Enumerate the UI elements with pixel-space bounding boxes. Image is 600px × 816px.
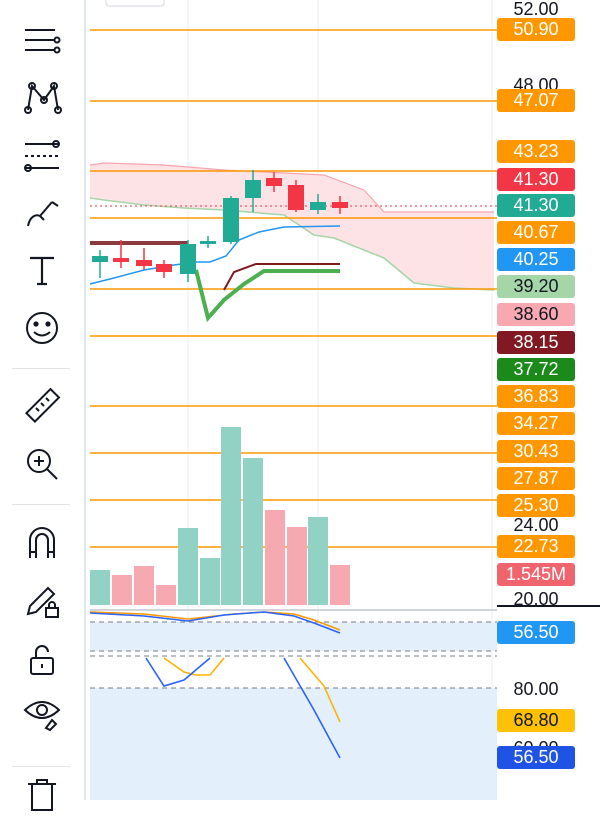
toolbar-divider	[12, 766, 70, 767]
lagging-span-line	[194, 269, 340, 323]
price-badge[interactable]: 40.67	[497, 221, 575, 244]
rsi-line-upper	[89, 611, 341, 634]
drawing-toolbar	[0, 0, 84, 811]
price-badge[interactable]: 34.27	[497, 412, 575, 435]
pattern-tool-icon[interactable]	[17, 76, 67, 120]
price-badge[interactable]: 56.50	[497, 621, 575, 644]
volume-bar	[178, 528, 198, 605]
brush-tool-icon[interactable]	[17, 190, 67, 234]
moving-average-line	[89, 225, 341, 285]
stoch-band	[90, 688, 497, 800]
eye-tool-icon[interactable]	[17, 690, 67, 734]
price-badge[interactable]: 37.72	[497, 358, 575, 381]
top-control[interactable]	[105, 0, 165, 7]
volume-bars	[90, 427, 350, 605]
stoch-k-line	[283, 657, 341, 759]
toolbar-divider	[12, 368, 70, 369]
volume-bar	[134, 566, 154, 605]
price-axis-label: 20.00	[513, 589, 559, 609]
candle-body[interactable]	[180, 244, 196, 274]
indicator-line-maroon	[223, 263, 340, 291]
zoom-in-tool-icon[interactable]	[17, 442, 67, 486]
price-axis-label: 60.00	[513, 738, 559, 749]
magnet-tool-icon[interactable]	[17, 520, 67, 564]
trash-tool-icon[interactable]	[17, 772, 67, 816]
price-badge[interactable]: 22.73	[497, 535, 575, 558]
volume-bar	[90, 570, 110, 605]
chart-canvas[interactable]	[84, 0, 600, 800]
price-axis-label: 52.00	[513, 0, 559, 19]
price-badge[interactable]: 47.07	[497, 89, 575, 112]
price-badge[interactable]: 27.87	[497, 467, 575, 490]
price-badge[interactable]: 39.20	[497, 275, 575, 298]
volume-bar	[265, 510, 285, 605]
rsi-band-upper	[90, 622, 497, 651]
stoch-d-line	[299, 657, 341, 723]
level-lines	[90, 29, 497, 548]
price-badge[interactable]: 68.80	[497, 709, 575, 732]
price-badge[interactable]: 30.43	[497, 440, 575, 463]
volume-bar	[330, 565, 350, 605]
price-badge[interactable]: 38.60	[497, 303, 575, 326]
volume-bar	[287, 527, 307, 605]
price-axis-label: 24.00	[513, 515, 559, 535]
ruler-tool-icon[interactable]	[17, 384, 67, 428]
candle-body[interactable]	[288, 185, 304, 210]
lock-drawing-tool-icon[interactable]	[17, 578, 67, 622]
volume-bar	[112, 575, 132, 605]
unlock-tool-icon[interactable]	[17, 638, 67, 682]
stoch-d-line	[163, 657, 225, 676]
price-badge[interactable]: 25.30	[497, 494, 575, 517]
price-badge[interactable]: 43.23	[497, 140, 575, 163]
volume-bar	[308, 517, 328, 605]
chart-area[interactable]: 52.00 48.00 24.00 20.00 80.00 60.00 50.9…	[84, 0, 600, 800]
price-badge[interactable]: 41.30	[497, 168, 575, 191]
emoji-tool-icon[interactable]	[17, 306, 67, 350]
candles	[92, 170, 348, 282]
volume-bar	[156, 585, 176, 605]
price-badge[interactable]: 50.90	[497, 18, 575, 41]
price-badge[interactable]: 41.30	[497, 194, 575, 217]
cloud-upper-line	[89, 162, 494, 213]
candle-body[interactable]	[136, 260, 152, 266]
candle-body[interactable]	[113, 258, 129, 262]
price-badge[interactable]: 1.545M	[497, 563, 575, 586]
toolbar-divider	[12, 504, 70, 505]
candle-body[interactable]	[223, 198, 239, 242]
volume-bar	[221, 427, 241, 605]
candle-body[interactable]	[266, 178, 282, 186]
price-badge[interactable]: 38.15	[497, 331, 575, 354]
price-badge[interactable]: 40.25	[497, 248, 575, 271]
fib-tool-icon[interactable]	[17, 134, 67, 178]
candle-body[interactable]	[245, 180, 261, 198]
candle-body[interactable]	[156, 264, 172, 272]
lines-tool-icon[interactable]	[17, 20, 67, 64]
candle-body[interactable]	[310, 202, 326, 210]
cloud-lower-line	[89, 197, 495, 291]
volume-bar	[243, 458, 263, 605]
volume-bar	[200, 558, 220, 605]
ichimoku-cloud	[90, 163, 494, 290]
candle-body[interactable]	[332, 202, 348, 208]
price-badge[interactable]: 56.50	[497, 746, 575, 769]
candle-body[interactable]	[92, 256, 108, 262]
candle-body[interactable]	[200, 241, 216, 244]
text-tool-icon[interactable]	[17, 248, 67, 292]
stoch-k-line	[145, 657, 211, 687]
price-badge[interactable]: 36.83	[497, 385, 575, 408]
price-axis-label: 80.00	[513, 679, 559, 699]
